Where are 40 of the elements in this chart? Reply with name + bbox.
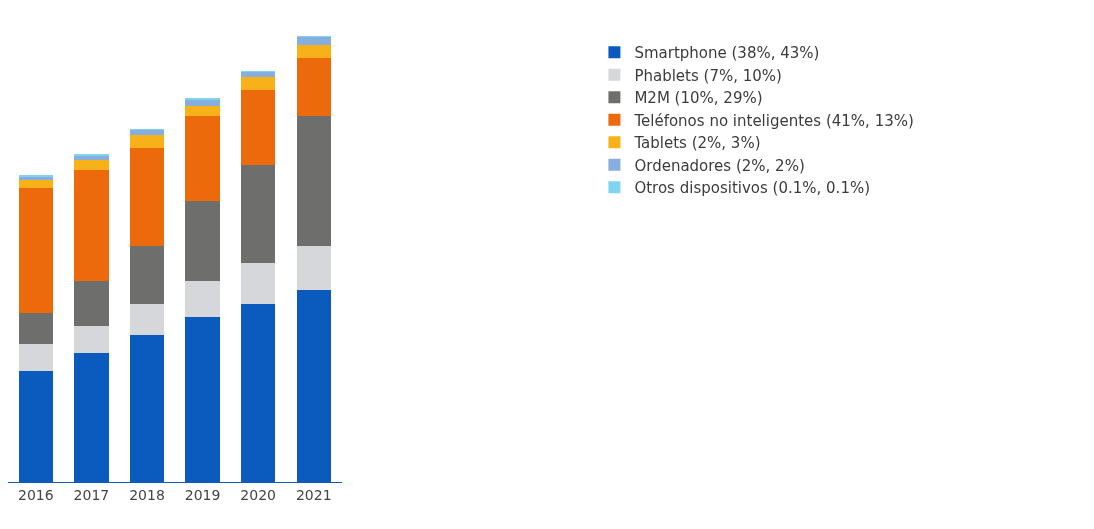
legend-label: Phablets (7%, 10%) (634, 66, 782, 85)
bar (18, 179, 54, 188)
legend-label: Otros dispositivos (0.1%, 0.1%) (634, 179, 871, 198)
legend-label: M2M (10%, 29%) (634, 89, 763, 108)
bar (240, 89, 276, 166)
x-tick-label: 2018 (129, 486, 165, 503)
bar (240, 165, 276, 264)
bar (74, 169, 109, 282)
bar (296, 44, 331, 59)
bar (74, 325, 109, 353)
bar (185, 116, 220, 202)
bar (296, 36, 331, 45)
bar (185, 106, 220, 117)
bar (18, 187, 54, 313)
bar (129, 147, 165, 246)
bar (296, 58, 331, 117)
bar (74, 159, 109, 170)
bar (185, 281, 220, 317)
legend-label: Smartphone (38%, 43%) (634, 44, 820, 63)
bar (18, 312, 54, 344)
x-tick-label: 2017 (73, 486, 110, 503)
bar (74, 281, 109, 326)
bar (296, 245, 331, 291)
legend-label: Ordenadores (2%, 2%) (634, 156, 805, 175)
x-tick-label: 2016 (17, 486, 54, 503)
bar (185, 201, 220, 282)
bar (296, 116, 331, 246)
legend-label: Tablets (2%, 3%) (633, 134, 761, 153)
bar (240, 71, 276, 77)
bar (18, 343, 54, 371)
bar (129, 134, 165, 148)
x-tick-label: 2020 (240, 486, 276, 503)
bar (129, 303, 165, 335)
bar (129, 245, 165, 304)
bar (240, 263, 276, 304)
bar (129, 129, 165, 135)
legend-label: Teléfonos no inteligentes (41%, 13%) (633, 111, 914, 130)
x-tick-label: 2021 (295, 486, 332, 503)
bar (240, 76, 276, 90)
x-tick-label: 2019 (184, 486, 221, 503)
